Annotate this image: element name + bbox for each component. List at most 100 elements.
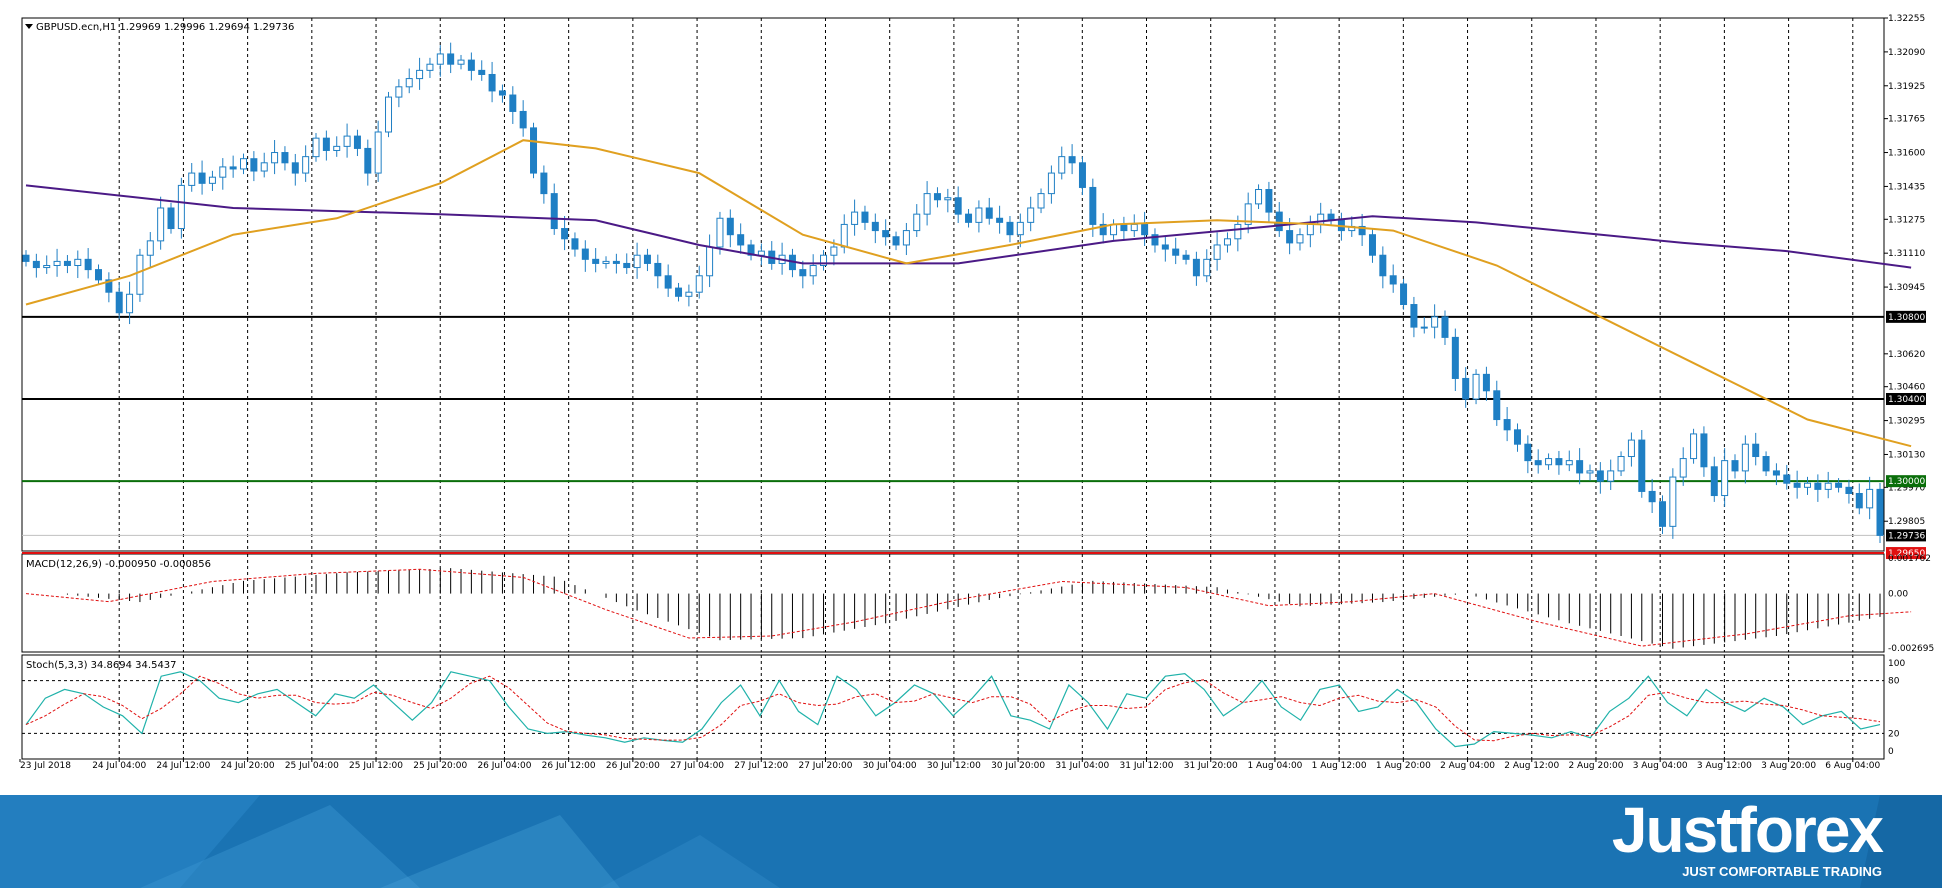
x-tick-label: 25 Jul 04:00 — [285, 761, 339, 771]
candle-body — [1855, 492, 1863, 509]
candle-body — [364, 147, 372, 174]
candle-body — [975, 207, 983, 223]
candle-body — [1255, 189, 1263, 205]
candle-body — [861, 211, 869, 223]
candle-body — [1586, 470, 1594, 474]
candle-body — [1565, 460, 1573, 466]
candle-body — [1306, 223, 1314, 236]
y-tick-label: 1.32255 — [1888, 14, 1925, 24]
candle-body — [685, 291, 693, 297]
ma-slow-line — [25, 184, 1912, 269]
candle-body — [1078, 162, 1086, 188]
candle-body — [250, 158, 258, 172]
candle-body — [799, 269, 807, 277]
candle-body — [436, 53, 444, 65]
macd-tick-label: -0.002695 — [1888, 644, 1934, 654]
candle-body — [675, 287, 683, 297]
candle-body — [115, 291, 123, 314]
x-tick-label: 3 Aug 12:00 — [1697, 761, 1752, 771]
candle-body — [1317, 213, 1325, 225]
x-tick-label: 6 Aug 04:00 — [1825, 761, 1880, 771]
candle-body — [126, 293, 134, 314]
candle-body — [1866, 488, 1874, 509]
candle-body — [809, 265, 817, 277]
level-tag-label: 1.29650 — [1888, 549, 1925, 559]
candle-body — [43, 265, 51, 269]
candle-body — [1835, 482, 1843, 488]
candle-body — [1503, 419, 1511, 431]
x-tick-label: 26 Jul 12:00 — [542, 761, 596, 771]
y-tick-label: 1.30945 — [1888, 283, 1925, 293]
candle-body — [343, 135, 351, 147]
candle-body — [1607, 470, 1615, 482]
candle-body — [509, 94, 517, 112]
candle-body — [157, 207, 165, 242]
candle-body — [1690, 433, 1698, 460]
vertical-grid — [118, 18, 1854, 759]
candle-body — [664, 275, 672, 289]
candle-body — [1482, 373, 1490, 392]
candle-body — [1296, 234, 1304, 244]
macd-label: MACD(12,26,9) -0.000950 -0.000856 — [26, 559, 211, 570]
candle-body — [726, 217, 734, 236]
candle-body — [478, 69, 486, 75]
x-tick-label: 30 Jul 04:00 — [863, 761, 917, 771]
candle-body — [1545, 458, 1553, 466]
macd-tick-label: 0.001762 — [1888, 554, 1931, 564]
candle-body — [1741, 443, 1749, 472]
collapse-triangle-icon[interactable] — [25, 24, 33, 29]
symbol-info: GBPUSD.ecn,H1 1.29969 1.29996 1.29694 1.… — [36, 22, 294, 33]
candle-body — [1534, 460, 1542, 466]
candle-body — [22, 254, 30, 262]
y-tick-label: 1.30620 — [1888, 350, 1925, 360]
candle-body — [1027, 207, 1035, 223]
y-tick-label: 1.29970 — [1888, 483, 1925, 493]
macd-tick-label: 0.00 — [1888, 590, 1908, 600]
candle-body — [550, 193, 558, 230]
candle-body — [1368, 234, 1376, 256]
candle-body — [416, 69, 424, 80]
brand-tagline: JUST COMFORTABLE TRADING — [1682, 864, 1882, 879]
candle-body — [1016, 221, 1024, 236]
level-tag-label: 1.30000 — [1888, 477, 1925, 487]
candle-body — [1047, 172, 1055, 195]
x-tick-label: 1 Aug 12:00 — [1312, 761, 1367, 771]
candle-body — [1379, 254, 1387, 277]
candle-body — [1089, 186, 1097, 225]
x-tick-label: 25 Jul 20:00 — [413, 761, 467, 771]
candle-body — [633, 254, 641, 269]
y-tick-label: 1.30460 — [1888, 383, 1925, 393]
candle-body — [1120, 223, 1128, 232]
y-tick-label: 1.29805 — [1888, 517, 1925, 527]
y-tick-label: 1.30130 — [1888, 450, 1925, 460]
y-tick-label: 1.32090 — [1888, 48, 1925, 58]
level-tag-label: 1.30400 — [1888, 395, 1925, 405]
x-tick-label: 1 Aug 20:00 — [1376, 761, 1431, 771]
x-tick-label: 1 Aug 04:00 — [1247, 761, 1302, 771]
candle-body — [177, 184, 185, 230]
candle-body — [1793, 482, 1801, 488]
stoch-axis: 100 80 20 0 — [1888, 659, 1905, 757]
candle-body — [374, 131, 382, 174]
candle-body — [74, 258, 82, 267]
candle-body — [654, 262, 662, 277]
candle-body — [592, 258, 600, 264]
brand-name: Justforex — [1611, 795, 1884, 866]
banner-background — [0, 795, 1942, 888]
x-tick-label: 24 Jul 20:00 — [221, 761, 275, 771]
stoch-tick-label: 20 — [1888, 729, 1900, 739]
trading-chart[interactable]: 1.32255 1.32090 1.31925 1.31765 1.31600 1.314… — [0, 0, 1942, 795]
stoch-levels — [22, 680, 1884, 734]
candle-body — [1410, 304, 1418, 328]
candle-body — [322, 137, 330, 151]
x-tick-label: 24 Jul 04:00 — [92, 761, 146, 771]
macd-histogram — [66, 568, 1881, 649]
candle-body — [623, 262, 631, 269]
candle-body — [167, 207, 175, 230]
candle-body — [643, 254, 651, 264]
candle-body — [1679, 458, 1687, 478]
candle-body — [540, 172, 548, 195]
y-tick-label: 1.31275 — [1888, 215, 1925, 225]
stoch-tick-label: 100 — [1888, 659, 1905, 669]
x-tick-label: 23 Jul 2018 — [20, 761, 71, 771]
